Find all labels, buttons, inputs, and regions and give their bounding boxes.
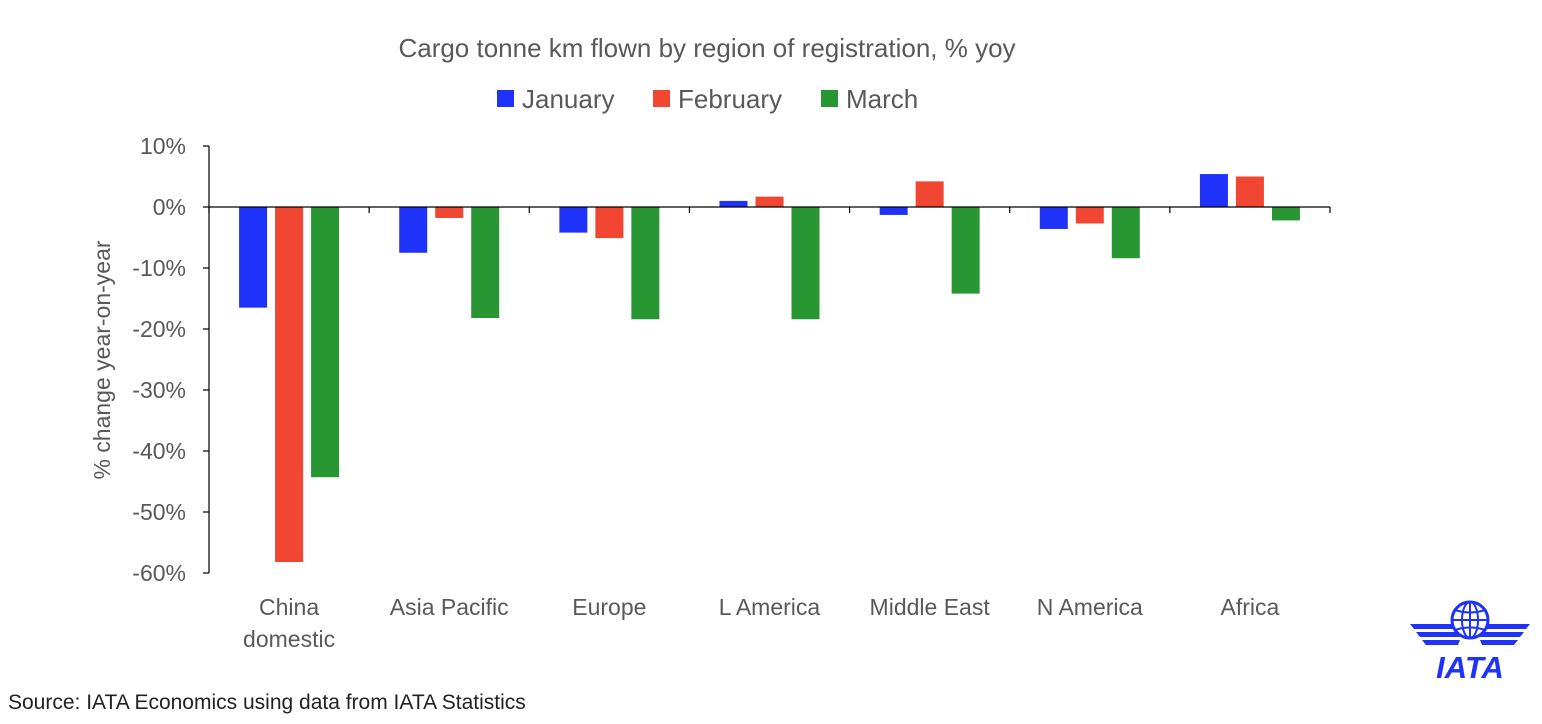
category-label: L America <box>719 594 821 620</box>
legend-swatch-march <box>821 90 838 107</box>
legend: January February March <box>497 84 918 114</box>
y-tick-label: -40% <box>132 438 186 464</box>
legend-label-january: January <box>522 84 615 114</box>
bar-january <box>559 207 588 233</box>
y-axis-title: % change year-on-year <box>89 240 115 479</box>
bar-january <box>399 207 428 253</box>
bar-february <box>915 181 944 207</box>
legend-label-march: March <box>846 84 918 114</box>
bar-march <box>631 207 660 320</box>
iata-logo-text: IATA <box>1436 650 1504 684</box>
bar-february <box>1235 176 1264 207</box>
y-tick-label: -50% <box>132 499 186 525</box>
y-tick-label: -60% <box>132 560 186 586</box>
category-label: Asia Pacific <box>390 594 509 620</box>
bars <box>239 174 1300 563</box>
y-tick-label: 0% <box>153 194 186 220</box>
category-label: domestic <box>243 626 335 652</box>
category-label: Africa <box>1221 594 1280 620</box>
bar-january <box>879 207 908 215</box>
bar-march <box>1111 207 1140 259</box>
category-label: China <box>259 594 319 620</box>
legend-swatch-january <box>497 90 514 107</box>
bar-march <box>471 207 500 319</box>
bar-march <box>311 207 340 478</box>
y-tick-label: 10% <box>140 133 186 159</box>
legend-swatch-february <box>653 90 670 107</box>
bar-january <box>1199 174 1228 207</box>
bar-february <box>275 207 304 563</box>
bar-march <box>1271 207 1300 221</box>
legend-label-february: February <box>678 84 782 114</box>
source-note: Source: IATA Economics using data from I… <box>8 691 526 714</box>
y-tick-label: -20% <box>132 316 186 342</box>
y-tick-label: -30% <box>132 377 186 403</box>
bar-march <box>791 207 820 320</box>
bar-march <box>951 207 980 294</box>
y-tick-label: -10% <box>132 255 186 281</box>
bar-february <box>1075 207 1104 224</box>
bar-february <box>755 196 784 207</box>
bar-january <box>1039 207 1068 229</box>
bar-january <box>239 207 268 308</box>
bar-january <box>719 200 748 207</box>
category-label: Europe <box>572 594 646 620</box>
chart-title: Cargo tonne km flown by region of regist… <box>398 33 1015 63</box>
category-label: Middle East <box>870 594 991 620</box>
category-label: N America <box>1037 594 1143 620</box>
bar-february <box>435 207 464 218</box>
x-axis: China domestic Asia Pacific Europe L America… <box>208 206 1331 652</box>
y-axis: 10% 0% -10% -20% -30% -40% -50% -60% <box>132 133 210 586</box>
bar-february <box>595 207 624 239</box>
iata-logo: IATA <box>1410 600 1530 684</box>
